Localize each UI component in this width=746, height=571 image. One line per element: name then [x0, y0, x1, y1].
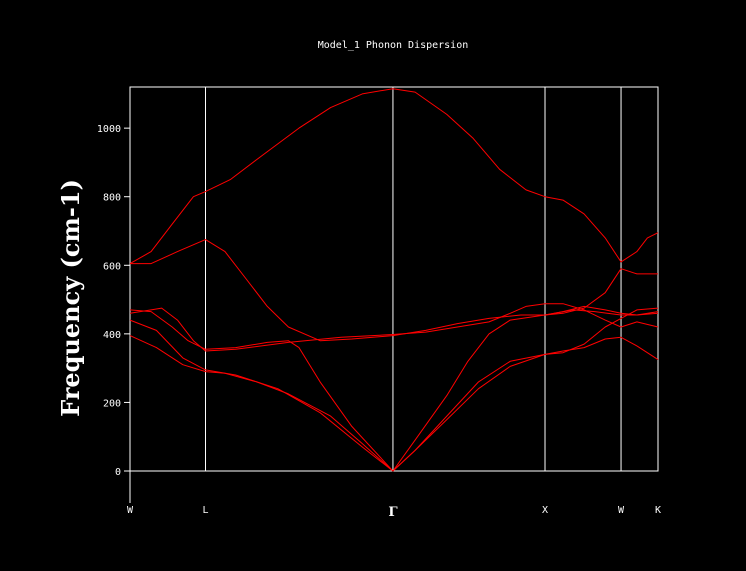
high-symmetry-label: X: [542, 505, 548, 516]
dispersion-branch: [129, 88, 659, 265]
high-symmetry-lines: [205, 87, 622, 471]
y-ticks: 0 200 400 600 800 1000: [97, 124, 131, 503]
high-symmetry-label: Γ: [388, 505, 398, 520]
dispersion-branch: [129, 335, 659, 472]
high-symmetry-label: L: [202, 505, 208, 516]
dispersion-branch: [129, 305, 659, 472]
dispersion-branch: [129, 307, 659, 472]
y-tick-label: 200: [103, 398, 121, 409]
dispersion-branch: [130, 239, 659, 342]
high-symmetry-label: W: [618, 505, 625, 516]
dispersion-branches: [129, 88, 659, 472]
dispersion-branch: [129, 303, 659, 352]
high-symmetry-label: W: [127, 505, 134, 516]
y-tick-label: 0: [115, 467, 121, 478]
y-tick-label: 800: [103, 193, 121, 204]
y-tick-label: 400: [103, 330, 121, 341]
high-symmetry-label: K: [655, 505, 661, 516]
y-tick-label: 600: [103, 261, 121, 272]
plot-frame: [129, 86, 659, 472]
y-axis-label: Frequency (cm-1): [56, 179, 85, 417]
chart-title: Model_1 Phonon Dispersion: [318, 40, 469, 51]
y-tick-label: 1000: [97, 124, 121, 135]
dispersion-branch: [544, 268, 658, 316]
